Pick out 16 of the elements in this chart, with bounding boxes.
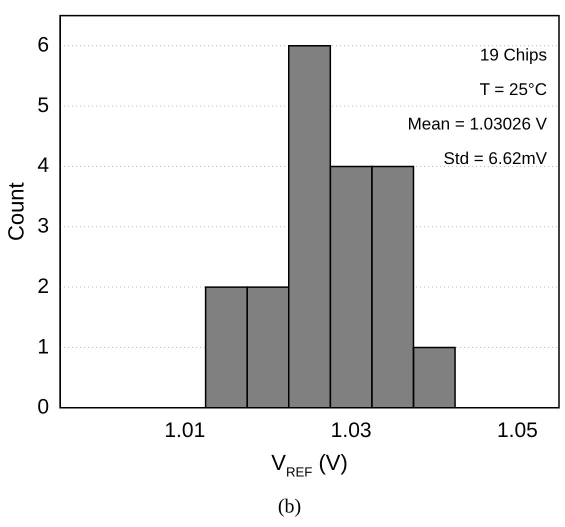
y-tick-label: 0 <box>37 396 50 419</box>
text: (b) <box>278 495 302 518</box>
x-tick-label: 1.01 <box>164 419 206 442</box>
y-axis-title: Count <box>3 182 28 242</box>
y-tick-label: 5 <box>37 94 50 117</box>
annotation: Std = 6.62mV <box>444 148 548 168</box>
x-tick-label: 1.03 <box>330 419 372 442</box>
y-tick-label: 3 <box>37 214 50 238</box>
annotation: T = 25°C <box>480 80 547 99</box>
y-tick-label: 6 <box>37 34 50 57</box>
y-tick-label: 1 <box>37 335 50 358</box>
x-tick-label: 1.05 <box>496 419 538 442</box>
annotation: Mean = 1.03026 V <box>408 114 548 134</box>
y-tick-label: 2 <box>37 274 50 298</box>
y-tick-label: 4 <box>37 154 50 178</box>
annotation: 19 Chips <box>480 45 547 64</box>
